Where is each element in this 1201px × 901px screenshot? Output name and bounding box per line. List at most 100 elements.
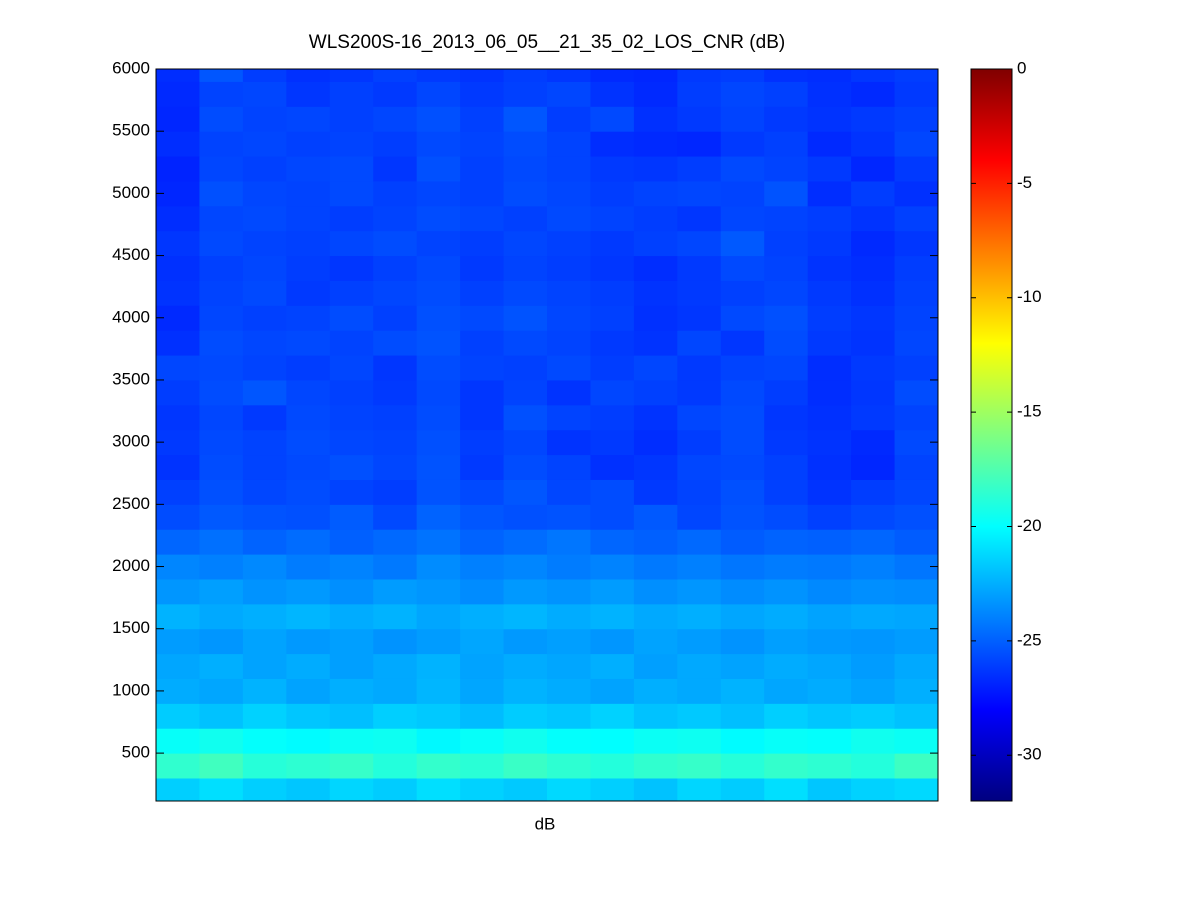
- cell: [373, 728, 418, 754]
- cell: [720, 703, 765, 729]
- cell: [199, 454, 244, 480]
- cell: [416, 330, 461, 356]
- cell: [807, 255, 852, 281]
- cell: [633, 404, 678, 431]
- cell: [547, 69, 591, 82]
- cell: [329, 379, 374, 406]
- cell: [677, 330, 722, 356]
- cell: [851, 603, 896, 630]
- cell: [547, 703, 591, 729]
- cell: [242, 578, 287, 605]
- cell: [460, 703, 505, 729]
- cell: [416, 728, 461, 754]
- cell: [156, 777, 200, 802]
- cell: [199, 379, 244, 406]
- cell: [373, 330, 418, 356]
- cell: [460, 753, 505, 779]
- cell: [851, 777, 896, 802]
- cell: [764, 703, 809, 729]
- cell: [460, 653, 505, 679]
- cell: [416, 404, 461, 431]
- cell: [460, 429, 505, 456]
- cell: [286, 777, 331, 802]
- cell: [503, 131, 548, 157]
- cell: [633, 131, 678, 157]
- y-tick-label: 500: [122, 743, 150, 762]
- heatmap: [156, 69, 939, 802]
- cell: [807, 777, 852, 802]
- cell: [894, 69, 939, 82]
- cell: [720, 131, 765, 157]
- cell: [286, 554, 331, 580]
- cell: [242, 330, 287, 356]
- cell: [851, 479, 896, 505]
- cell: [503, 305, 548, 331]
- cell: [807, 703, 852, 729]
- cell: [199, 703, 244, 729]
- cell: [547, 280, 591, 306]
- cell: [547, 379, 591, 406]
- cell: [851, 628, 896, 655]
- cell: [156, 529, 200, 555]
- cell: [851, 678, 896, 704]
- cell: [590, 69, 635, 82]
- cell: [764, 728, 809, 754]
- cell: [503, 554, 548, 580]
- cell: [894, 703, 939, 729]
- cell: [807, 69, 852, 82]
- cell: [894, 777, 939, 802]
- cell: [156, 106, 200, 132]
- cell: [764, 69, 809, 82]
- cell: [286, 703, 331, 729]
- cell: [242, 255, 287, 281]
- cell: [677, 753, 722, 779]
- cell: [373, 355, 418, 381]
- cell: [764, 330, 809, 356]
- cell: [677, 529, 722, 555]
- cell: [242, 280, 287, 306]
- cell: [503, 205, 548, 232]
- cell: [677, 355, 722, 381]
- cell: [416, 628, 461, 655]
- cell: [156, 280, 200, 306]
- cell: [329, 554, 374, 580]
- cell: [807, 678, 852, 704]
- cell: [851, 330, 896, 356]
- cell: [764, 280, 809, 306]
- cell: [373, 578, 418, 605]
- cell: [807, 454, 852, 480]
- colorbar-tick-label: -25: [1017, 630, 1042, 649]
- colorbar-tick-label: -30: [1017, 745, 1042, 764]
- cell: [503, 504, 548, 530]
- cell: [590, 703, 635, 729]
- cell: [894, 504, 939, 530]
- cell: [199, 504, 244, 530]
- cell: [242, 678, 287, 704]
- cell: [894, 81, 939, 107]
- cell: [286, 504, 331, 530]
- cell: [720, 678, 765, 704]
- cell: [851, 305, 896, 331]
- cell: [460, 131, 505, 157]
- cell: [633, 305, 678, 331]
- cell: [286, 255, 331, 281]
- cell: [329, 728, 374, 754]
- cell: [590, 554, 635, 580]
- cell: [242, 429, 287, 456]
- cell: [633, 504, 678, 530]
- cell: [503, 653, 548, 679]
- cell: [851, 404, 896, 431]
- cell: [373, 753, 418, 779]
- cell: [851, 529, 896, 555]
- cell: [242, 753, 287, 779]
- cell: [807, 106, 852, 132]
- cell: [460, 69, 505, 82]
- cell: [199, 777, 244, 802]
- cell: [156, 355, 200, 381]
- cell: [633, 578, 678, 605]
- cell: [590, 777, 635, 802]
- cell: [329, 330, 374, 356]
- cell: [199, 554, 244, 580]
- cell: [764, 131, 809, 157]
- cell: [416, 156, 461, 182]
